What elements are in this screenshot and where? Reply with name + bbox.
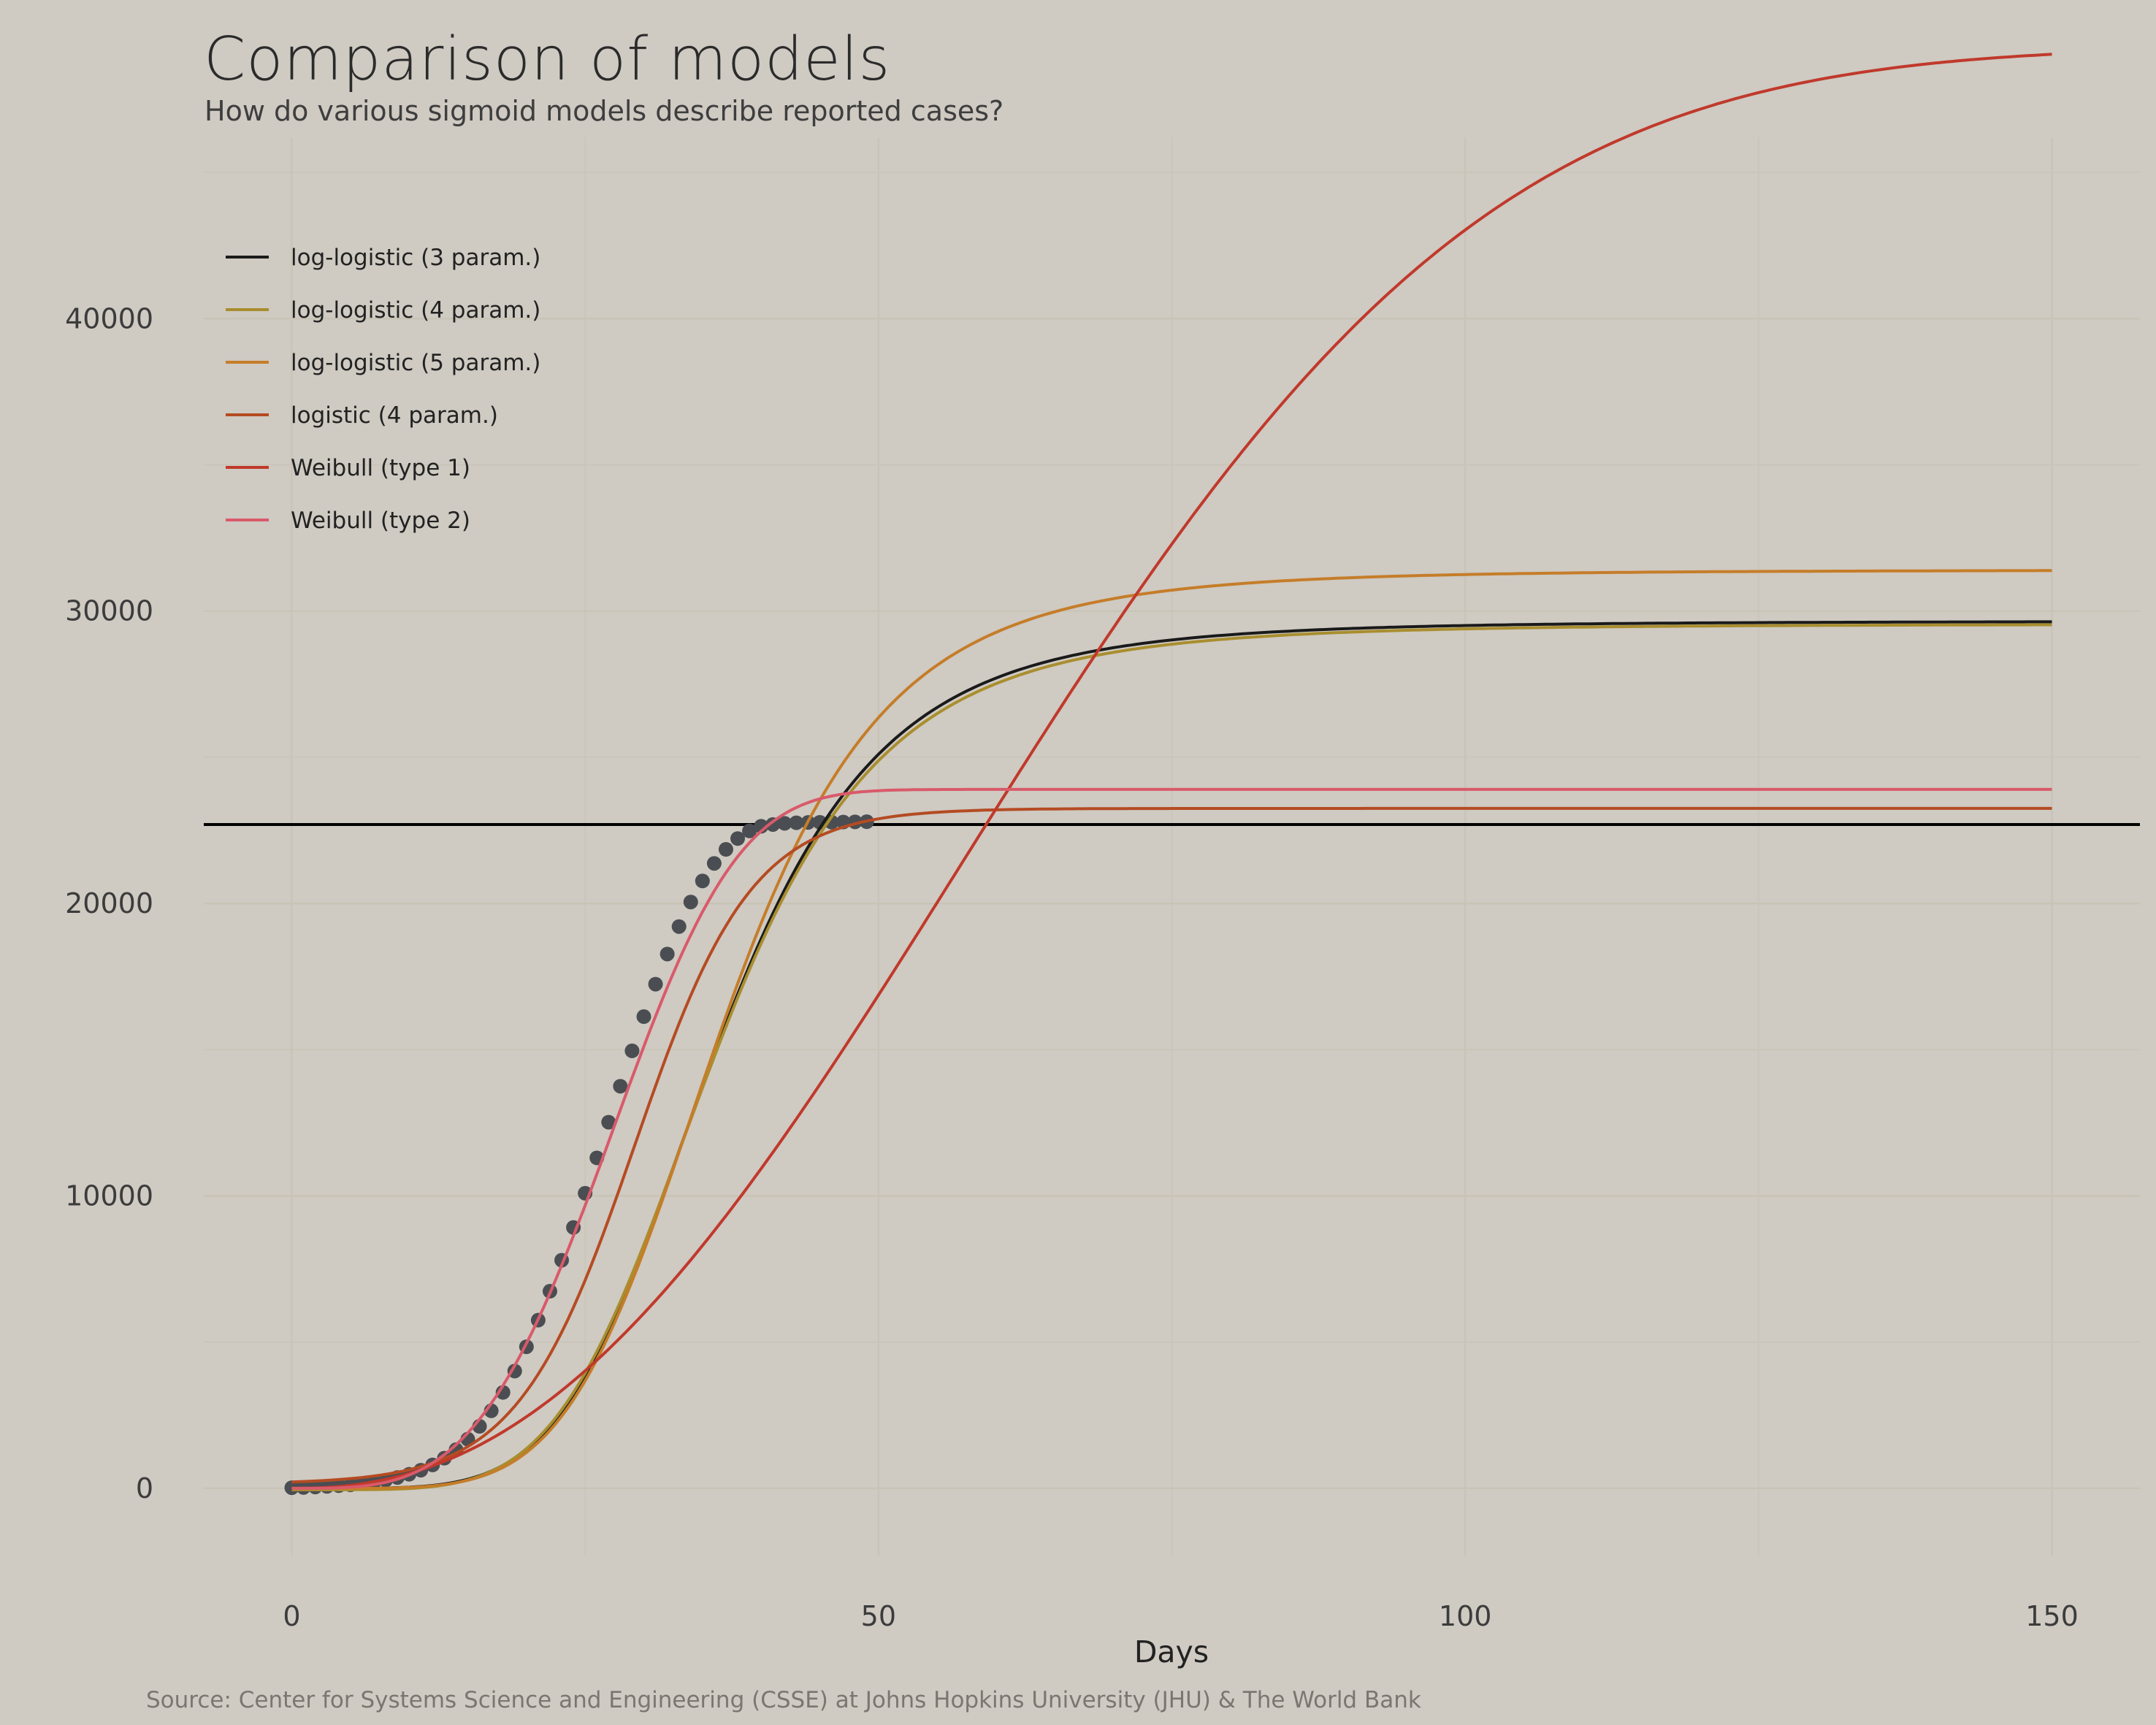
observed-point: [624, 1043, 640, 1058]
observed-point: [671, 919, 687, 934]
observed-point: [777, 816, 792, 831]
chart-title: Comparison of models: [204, 25, 891, 94]
x-axis-title: Days: [1134, 1634, 1209, 1669]
legend-label: Weibull (type 2): [291, 508, 470, 534]
x-tick-label: 100: [1439, 1600, 1492, 1632]
y-tick-label: 10000: [65, 1179, 153, 1212]
x-tick-label: 50: [861, 1600, 896, 1632]
observed-point: [648, 976, 663, 992]
grid-lines: [204, 137, 2140, 1556]
y-tick-label: 30000: [65, 595, 153, 627]
legend-label: Weibull (type 1): [291, 455, 470, 481]
model-lines: [291, 53, 2052, 1491]
legend-label: logistic (4 param.): [291, 402, 498, 429]
x-tick-label: 0: [283, 1600, 300, 1632]
y-axis-ticks: 0 10000 20000 30000 40000: [65, 302, 153, 1504]
observed-point: [706, 856, 722, 871]
model-line: [291, 623, 2052, 1491]
y-tick-label: 20000: [65, 887, 153, 919]
x-axis-ticks: 0 50 100 150: [283, 1600, 2078, 1632]
legend-label: log-logistic (5 param.): [291, 350, 540, 376]
source-caption: Source: Center for Systems Science and E…: [146, 1687, 1421, 1713]
model-line: [291, 569, 2052, 1490]
observed-point: [601, 1114, 616, 1130]
observed-point: [789, 815, 804, 830]
legend-label: log-logistic (4 param.): [291, 297, 540, 324]
observed-point: [812, 814, 827, 830]
model-line: [291, 787, 2052, 1490]
observed-point: [683, 895, 698, 910]
observed-point: [660, 946, 675, 962]
observed-point: [730, 831, 746, 846]
observed-point: [742, 823, 757, 838]
observed-point: [695, 873, 710, 889]
x-tick-label: 150: [2025, 1600, 2079, 1632]
observed-point: [636, 1009, 651, 1025]
chart-subtitle: How do various sigmoid models describe r…: [204, 95, 1004, 127]
legend: log-logistic (3 param.) log-logistic (4 p…: [226, 245, 540, 534]
y-tick-label: 40000: [65, 302, 153, 334]
legend-label: log-logistic (3 param.): [291, 245, 540, 271]
observed-point: [613, 1079, 628, 1094]
observed-point: [718, 842, 733, 857]
observed-point: [765, 816, 781, 832]
model-line: [291, 53, 2052, 1490]
y-tick-label: 0: [136, 1472, 153, 1504]
model-line: [291, 806, 2052, 1484]
